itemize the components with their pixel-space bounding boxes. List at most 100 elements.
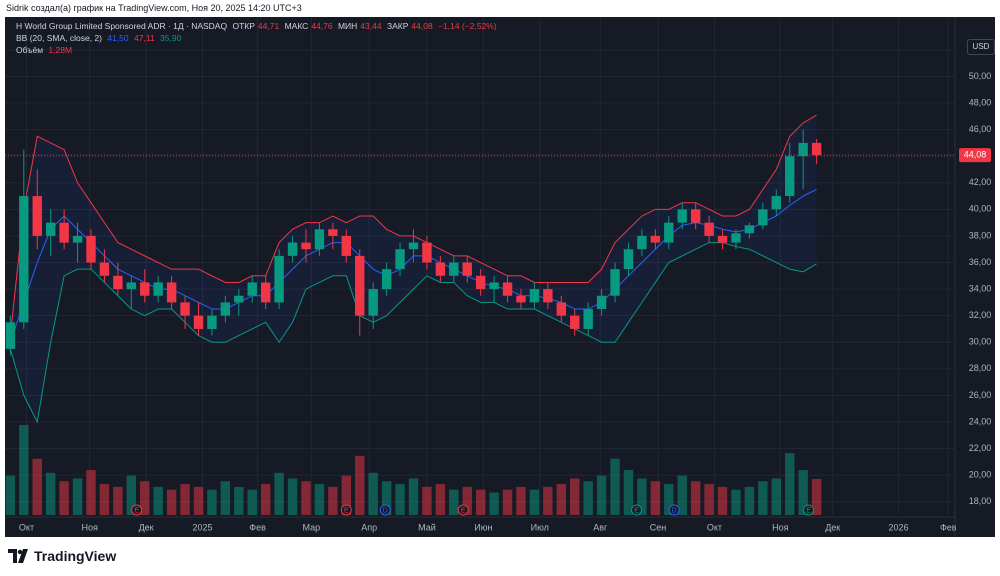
event-marker [631,504,643,516]
candle-body [690,209,701,223]
chart: 18,00 20,00 22,00 24,00 26,00 28,00 30,00 32,00… [5,17,992,537]
candle-body [247,282,257,296]
currency-button[interactable]: USD [967,39,995,55]
volume-bar [355,455,365,515]
candle-body [758,209,768,226]
event-label: E [461,507,466,514]
x-tick-label: Апр [361,522,377,532]
y-tick-label: 32,00 [969,310,992,320]
volume-bar [207,489,217,515]
volume-bar [260,484,271,515]
candle-body [435,262,446,276]
volume-bar [368,472,378,515]
symbol: H World Group Limited Sponsored ADR · 1Д… [16,21,228,31]
volume-bar [140,481,150,515]
x-tick-label: Авг [593,522,608,532]
volume-bar [717,486,728,515]
label: МАКС [284,21,309,31]
value: 47,11 [134,33,155,43]
candle-body [408,242,419,250]
volume-bar [731,489,741,515]
volume-bar [596,475,607,515]
y-tick-label: 18,00 [969,496,992,506]
volume-bar [502,489,513,515]
x-tick-label: Мар [303,522,321,532]
volume-bar [113,486,123,515]
volume-bar [744,486,755,515]
candle-body [650,235,661,243]
x-tick-label: 2026 [889,522,909,532]
volume-bar [274,472,284,515]
candle-body [570,315,580,329]
candle-body [556,302,566,316]
candle-body [32,196,42,236]
volume-bar [301,481,311,515]
y-tick-label: 26,00 [969,390,992,400]
x-tick-label: Ноя [81,522,98,532]
event-marker [131,504,143,516]
x-tick-label: Окт [707,522,722,532]
candle-body [422,242,432,263]
candle-body [99,262,110,276]
value: 1,28M [48,45,73,55]
candle-body [811,142,822,156]
candle-body [395,249,405,270]
candle-body [596,295,607,310]
volume-bar [422,486,432,515]
y-tick-label: 34,00 [969,283,992,293]
volume-bar [664,484,674,515]
volume-bar [771,478,781,515]
brand: TradingView [34,548,117,564]
candle-body [785,156,795,197]
chart-panel: 18,00 20,00 22,00 24,00 26,00 28,00 30,00 32,00… [5,17,995,537]
volume-bar [395,484,405,515]
candle-body [328,229,338,236]
candle-body [529,289,540,303]
volume-bar [19,425,29,515]
volume-bar [543,486,553,515]
x-tick-label: Фев [249,522,266,532]
candle-body [234,295,244,303]
y-tick-label: 24,00 [969,416,992,426]
x-tick-label: Дек [139,522,154,532]
legend-row: BB (20, SMA, close, 2) 41,50 47,11 35,90 [16,33,184,43]
volume-bar [623,470,634,515]
volume-bar [287,478,298,515]
candle-body [489,282,499,290]
candle-body [516,295,526,303]
candle-body [5,322,16,349]
candle-body [274,255,284,303]
event-marker [340,504,352,516]
volume-bar [166,489,177,515]
volume-bar [234,486,244,515]
volume-bar [811,479,822,515]
candle-body [664,222,674,243]
volume-bar [45,472,56,515]
y-tick-label: 28,00 [969,363,992,373]
volume-bar [785,453,795,515]
volume-bar [435,484,446,515]
candle-body [260,282,271,303]
band-fill [10,115,817,422]
label: ЗАКР [386,21,409,31]
volume-bar [637,478,647,515]
label: МИН [337,21,358,31]
candle-body [341,235,352,256]
volume-bar [475,489,486,515]
volume-bar [59,481,69,515]
candle-body [771,196,781,210]
volume-bar [314,484,325,515]
candle-body [731,233,741,243]
candle-body [744,225,755,234]
value: 41,50 [107,33,129,43]
volume-bar [126,475,137,515]
value: 35,90 [160,33,182,43]
label: Объём [16,45,44,55]
event-marker [803,504,815,516]
volume-bar [193,486,204,515]
volume-bar [381,481,392,515]
candle-body [798,142,808,157]
x-tick-label: Дек [825,522,840,532]
candle-body [610,269,620,296]
label: BB (20, SMA, close, 2) [16,33,102,43]
